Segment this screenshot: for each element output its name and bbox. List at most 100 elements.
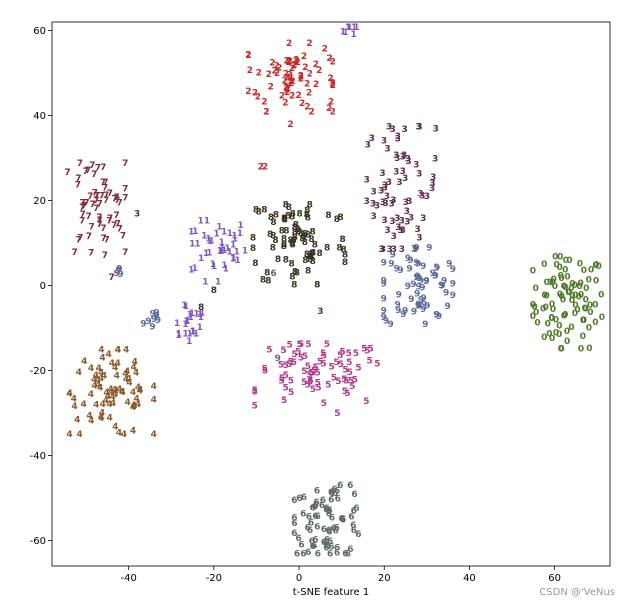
digit-point-1: 1	[206, 249, 212, 259]
digit-point-3: 3	[413, 161, 419, 171]
digit-point-3: 3	[399, 217, 405, 227]
digit-point-0: 0	[561, 312, 567, 322]
digit-point-6: 6	[307, 526, 313, 536]
digit-point-2: 2	[322, 45, 328, 55]
digit-point-1: 1	[190, 327, 196, 337]
digit-point-7: 7	[85, 212, 91, 222]
digit-point-6: 6	[326, 509, 332, 519]
digit-point-4: 4	[108, 388, 114, 398]
digit-point-4: 4	[66, 390, 72, 400]
digit-point-6: 6	[309, 504, 315, 514]
digit-point-6: 6	[334, 486, 340, 496]
digit-point-8: 8	[289, 212, 295, 222]
digit-point-0: 0	[541, 260, 547, 270]
digit-point-9: 9	[420, 305, 426, 315]
digit-point-5: 5	[262, 364, 268, 374]
digit-point-6: 6	[325, 542, 331, 552]
digit-point-7: 7	[96, 220, 102, 230]
digit-point-1: 1	[197, 310, 203, 320]
digit-point-4: 4	[123, 346, 129, 356]
digit-point-5: 5	[315, 379, 321, 389]
digit-point-0: 0	[596, 262, 602, 272]
digit-point-6: 6	[350, 521, 356, 531]
digit-point-7: 7	[93, 196, 99, 206]
digit-point-8: 8	[288, 260, 294, 270]
digit-point-9: 9	[415, 283, 421, 293]
digit-point-8: 8	[300, 232, 306, 242]
y-tick-label: 0	[40, 281, 46, 292]
digit-point-5: 5	[337, 351, 343, 361]
digit-point-0: 0	[531, 302, 537, 312]
digit-point-9: 9	[418, 296, 424, 306]
digit-point-3: 3	[371, 212, 377, 222]
digit-point-4: 4	[126, 378, 132, 388]
digit-point-8: 8	[273, 211, 279, 221]
digit-point-5: 5	[374, 359, 380, 369]
digit-point-6: 6	[340, 516, 346, 526]
digit-point-3: 3	[404, 207, 410, 217]
digit-point-3: 3	[400, 153, 406, 163]
digit-point-5: 5	[283, 371, 289, 381]
digit-point-5: 5	[252, 386, 258, 396]
digit-point-2: 2	[283, 83, 289, 93]
digit-point-9: 9	[450, 265, 456, 275]
digit-point-4: 4	[126, 375, 132, 385]
digit-point-0: 0	[564, 327, 570, 337]
digit-point-5: 5	[314, 368, 320, 378]
digit-point-0: 0	[560, 296, 566, 306]
digit-point-1: 1	[216, 222, 222, 232]
digit-point-5: 5	[355, 363, 361, 373]
digit-point-3: 3	[379, 169, 385, 179]
digit-point-5: 5	[342, 387, 348, 397]
digit-point-1: 1	[221, 261, 227, 271]
digit-point-9: 9	[145, 317, 151, 327]
digit-point-1: 1	[221, 246, 227, 256]
digit-point-1: 1	[183, 302, 189, 312]
digit-point-5: 5	[325, 381, 331, 391]
digit-point-4: 4	[116, 385, 122, 395]
digit-point-6: 6	[310, 542, 316, 552]
digit-point-9: 9	[423, 276, 429, 286]
digit-point-6: 6	[337, 481, 343, 491]
digit-point-0: 0	[563, 256, 569, 266]
digit-point-0: 0	[572, 309, 578, 319]
digit-point-3: 3	[378, 187, 384, 197]
digit-point-3: 3	[383, 199, 389, 209]
digit-point-6: 6	[300, 509, 306, 519]
digit-point-2: 2	[283, 84, 289, 94]
digit-point-5: 5	[344, 389, 350, 399]
digit-point-1: 1	[242, 247, 248, 257]
digit-point-5: 5	[349, 382, 355, 392]
digit-point-8: 8	[309, 249, 315, 259]
digit-point-1: 1	[188, 227, 194, 237]
digit-point-6: 6	[340, 515, 346, 525]
digit-point-4: 4	[131, 401, 137, 411]
digit-point-7: 7	[96, 213, 102, 223]
digit-point-4: 4	[96, 364, 102, 374]
digit-point-2: 2	[263, 108, 269, 118]
digit-point-9: 9	[406, 265, 412, 275]
digit-point-2: 2	[302, 63, 308, 73]
digit-point-6: 6	[323, 539, 329, 549]
digit-point-8: 8	[334, 215, 340, 225]
digit-point-8: 8	[310, 228, 316, 238]
digit-point-0: 0	[561, 282, 567, 292]
digit-point-9: 9	[445, 302, 451, 312]
digit-point-1: 1	[217, 246, 223, 256]
digit-point-5: 5	[302, 352, 308, 362]
digit-point-0: 0	[558, 292, 564, 302]
digit-point-0: 0	[544, 278, 550, 288]
digit-point-1: 1	[206, 237, 212, 247]
digit-point-4: 4	[112, 390, 118, 400]
digit-point-9: 9	[415, 259, 421, 269]
digit-point-5: 5	[348, 377, 354, 387]
digit-point-9: 9	[381, 258, 387, 268]
digit-point-9: 9	[419, 284, 425, 294]
digit-point-2: 2	[284, 88, 290, 98]
digit-point-9: 9	[116, 264, 122, 274]
digit-point-2: 2	[279, 91, 285, 101]
digit-point-1: 1	[201, 231, 207, 241]
digit-point-8: 8	[281, 215, 287, 225]
digit-point-3: 3	[405, 157, 411, 167]
digit-point-0: 0	[553, 260, 559, 270]
